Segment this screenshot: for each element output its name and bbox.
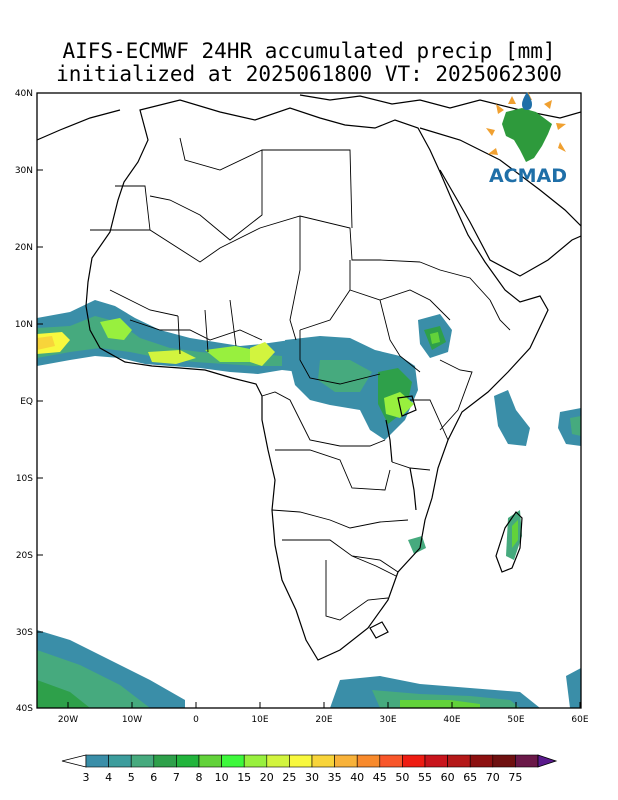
lat-label-40s: 40S: [16, 704, 33, 714]
colorbar-label: 75: [508, 771, 522, 784]
colorbar-label: 6: [150, 771, 157, 784]
lat-label-30n: 30N: [15, 166, 33, 176]
logo-sun-rays-icon: [486, 92, 566, 155]
colorbar-swatch: [492, 754, 516, 768]
logo-africa-icon: [502, 108, 552, 162]
lon-label-0: 0: [193, 715, 199, 725]
lake-tanganyika: [385, 419, 393, 463]
lake-victoria: [397, 395, 417, 417]
colorbar-label: 40: [350, 771, 364, 784]
colorbar-swatch: [311, 754, 335, 768]
colorbar-over-triangle: [537, 754, 558, 768]
colorbar-label: 3: [83, 771, 90, 784]
colorbar-label: 20: [260, 771, 274, 784]
lon-label-50e: 50E: [507, 715, 524, 725]
lat-label-20s: 20S: [16, 551, 33, 561]
colorbar-swatch: [402, 754, 426, 768]
lake-malawi: [409, 467, 417, 511]
arabia-coastline: [419, 127, 581, 277]
colorbar-swatch: [424, 754, 448, 768]
colorbar-label: 30: [305, 771, 319, 784]
colorbar-label: 15: [237, 771, 251, 784]
colorbar-label: 35: [328, 771, 342, 784]
colorbar-label: 8: [196, 771, 203, 784]
logo-text: ACMAD: [489, 165, 567, 187]
colorbar-under-triangle: [61, 754, 87, 768]
lat-label-10n: 10N: [15, 320, 33, 330]
acmad-logo: ACMAD: [486, 92, 567, 187]
lon-label-20e: 20E: [315, 715, 332, 725]
lon-label-60e: 60E: [571, 715, 588, 725]
lat-label-10s: 10S: [16, 474, 33, 484]
lon-label-40e: 40E: [443, 715, 460, 725]
chart-title-line1: AIFS-ECMWF 24HR accumulated precip [mm]: [62, 39, 556, 63]
africa-coastline: [85, 99, 549, 661]
colorbar-swatch: [153, 754, 177, 768]
colorbar-swatch: [266, 754, 290, 768]
madagascar-coastline: [495, 511, 523, 573]
country-borders: [90, 137, 511, 621]
latitude-labels: 40N 30N 20N 10N EQ 10S 20S 30S 40S: [15, 89, 33, 714]
colorbar-label: 4: [105, 771, 112, 784]
axis-ticks: [37, 92, 581, 709]
colorbar: 3 4 5 6 7 8 10 15 20 25 30 35 40 45 50 55 60 65 70 75: [61, 754, 558, 784]
lon-label-10e: 10E: [251, 715, 268, 725]
europe-coastline: [37, 94, 581, 141]
lon-label-20w: 20W: [58, 715, 78, 725]
colorbar-label: 10: [215, 771, 229, 784]
colorbar-label: 5: [128, 771, 135, 784]
lat-label-eq: EQ: [20, 397, 33, 407]
colorbar-label: 45: [373, 771, 387, 784]
lat-label-40n: 40N: [15, 89, 33, 99]
colorbar-label: 60: [441, 771, 455, 784]
colorbar-swatch: [515, 754, 539, 768]
colorbar-swatch: [108, 754, 132, 768]
colorbar-label: 65: [463, 771, 477, 784]
longitude-labels: 20W 10W 0 10E 20E 30E 40E 50E 60E: [58, 715, 589, 725]
lat-label-20n: 20N: [15, 243, 33, 253]
colorbar-swatch: [356, 754, 381, 768]
precip-indian-ocean: [494, 390, 530, 446]
coastlines: [37, 94, 581, 661]
colorbar-label: 7: [173, 771, 180, 784]
colorbar-swatch: [198, 754, 222, 768]
lon-label-30e: 30E: [379, 715, 396, 725]
lon-label-10w: 10W: [122, 715, 142, 725]
colorbar-swatch: [334, 754, 358, 768]
colorbar-label: 25: [282, 771, 296, 784]
colorbar-label: 50: [395, 771, 409, 784]
logo-drop-icon: [522, 92, 532, 110]
lat-label-30s: 30S: [16, 628, 33, 638]
colorbar-swatch: [469, 754, 494, 768]
colorbar-swatch: [130, 754, 155, 768]
colorbar-swatch: [85, 754, 109, 768]
colorbar-swatch: [379, 754, 403, 768]
colorbar-label: 70: [486, 771, 500, 784]
colorbar-swatch: [243, 754, 268, 768]
precip-field: [37, 300, 581, 708]
colorbar-swatch: [289, 754, 313, 768]
chart-title-line2: initialized at 2025061800 VT: 2025062300: [56, 62, 562, 86]
colorbar-swatch: [221, 754, 245, 768]
colorbar-swatch: [447, 754, 471, 768]
colorbar-label: 55: [418, 771, 432, 784]
colorbar-swatch: [176, 754, 200, 768]
